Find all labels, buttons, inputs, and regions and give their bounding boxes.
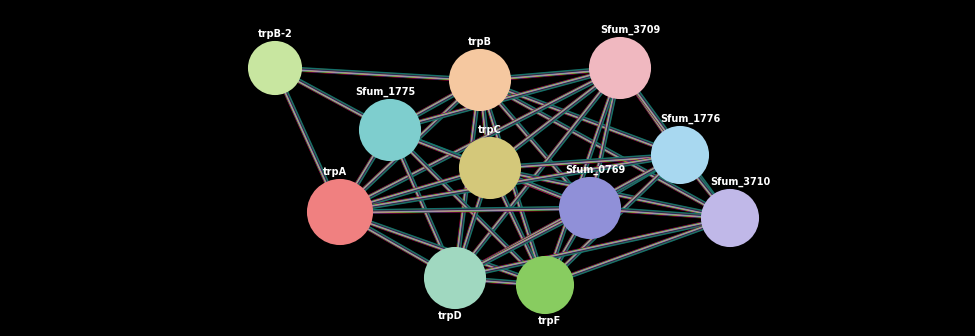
Circle shape bbox=[450, 50, 510, 110]
Circle shape bbox=[425, 248, 485, 308]
Circle shape bbox=[590, 38, 650, 98]
Circle shape bbox=[460, 138, 520, 198]
Text: Sfum_0769: Sfum_0769 bbox=[565, 165, 625, 175]
Text: trpF: trpF bbox=[538, 316, 562, 326]
Circle shape bbox=[702, 190, 758, 246]
Circle shape bbox=[308, 180, 372, 244]
Text: Sfum_1776: Sfum_1776 bbox=[660, 114, 721, 124]
Text: Sfum_3709: Sfum_3709 bbox=[600, 25, 660, 35]
Circle shape bbox=[249, 42, 301, 94]
Text: trpC: trpC bbox=[478, 125, 502, 135]
Circle shape bbox=[517, 257, 573, 313]
Text: trpD: trpD bbox=[438, 311, 462, 321]
Circle shape bbox=[652, 127, 708, 183]
Text: Sfum_3710: Sfum_3710 bbox=[710, 177, 770, 187]
Circle shape bbox=[360, 100, 420, 160]
Text: Sfum_1775: Sfum_1775 bbox=[355, 87, 415, 97]
Text: trpB: trpB bbox=[468, 37, 492, 47]
Text: trpB-2: trpB-2 bbox=[257, 29, 292, 39]
Text: trpA: trpA bbox=[323, 167, 347, 177]
Circle shape bbox=[560, 178, 620, 238]
